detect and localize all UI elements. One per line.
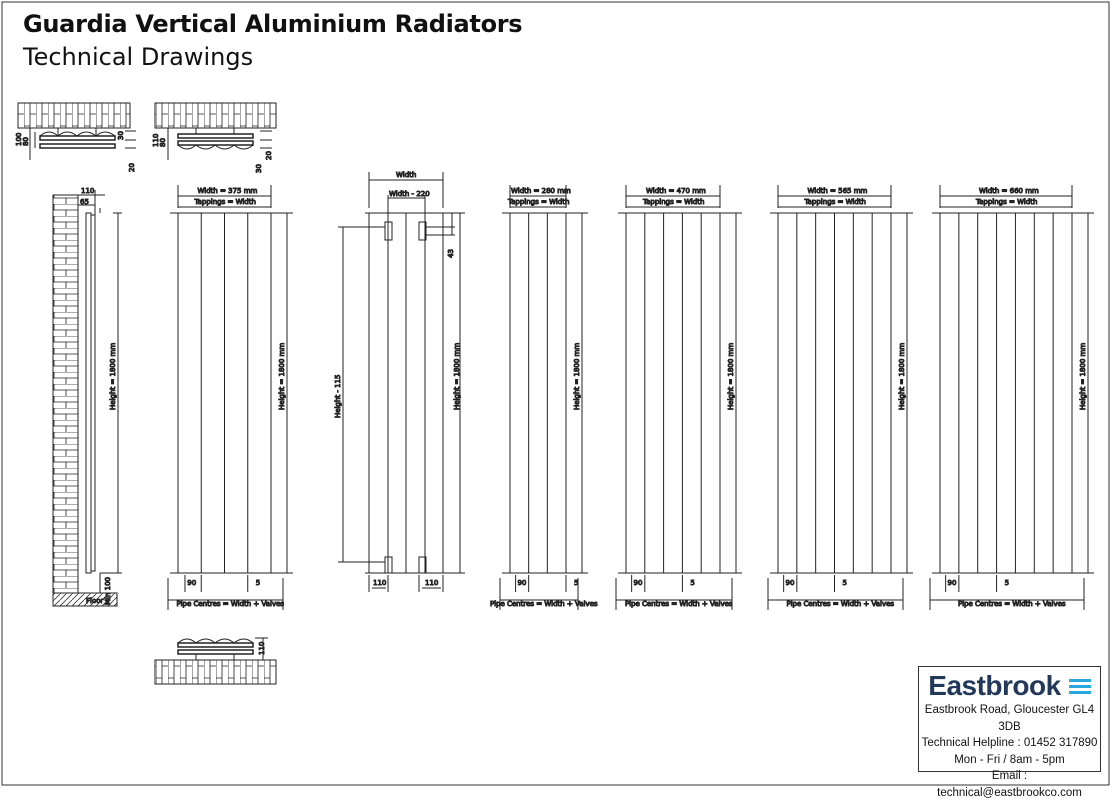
dim-pipe-centres: Pipe Centres = Width + Valves <box>787 600 895 608</box>
dim-width: Width <box>396 171 416 179</box>
side-view: 110 65 Height = 1800 mm Min 100 Floor <box>52 187 122 607</box>
generic-radiator-view: Width Width - 220 43 Height - 115 Height… <box>334 171 465 592</box>
dim-height: Height = 1800 mm <box>573 343 581 410</box>
dim-pipe-centres: Pipe Centres = Width + Valves <box>625 600 733 608</box>
dim-tappings: Tappings = Width <box>507 198 569 206</box>
width-dimension-line <box>625 185 721 208</box>
wall-bricks <box>154 659 277 685</box>
dim-depth: 110 <box>258 642 266 655</box>
page-title: Guardia Vertical Aluminium Radiators <box>23 10 523 38</box>
dim-min-floor: Min 100 <box>104 577 112 605</box>
dim-width: Width = 660 mm <box>979 187 1039 195</box>
technical-helpline: Technical Helpline : 01452 317890 <box>921 737 1098 749</box>
dim-tappings: Tappings = Width <box>642 198 704 206</box>
bottom-dimension-line <box>945 575 998 592</box>
bottom-dimension-line <box>184 575 249 592</box>
radiator-2: Width = 280 mm Tappings = Width Height = 1… <box>490 185 598 610</box>
bottom-dimension-line <box>631 575 683 592</box>
dim-column-gap: 5 <box>256 579 260 587</box>
dim-depth: 110 <box>152 134 160 147</box>
dim-pipe-centres: Pipe Centres = Width + Valves <box>490 600 598 608</box>
width-dimension-line <box>777 185 892 208</box>
dim-tap-offset: 43 <box>447 249 455 258</box>
pipe-centres-line <box>929 578 1085 610</box>
dim-column-gap: 5 <box>843 579 847 587</box>
page-subtitle: Technical Drawings <box>23 43 254 71</box>
sheet-border <box>1 1 1110 786</box>
width-dimension-line <box>177 185 272 208</box>
radiator-elevations: Width = 375 mm Tappings = Width Height = 1… <box>167 185 1094 610</box>
dim-height-tap: Height - 115 <box>334 375 342 418</box>
bottom-dimension-line <box>515 575 567 592</box>
pipe-centres-line <box>167 578 284 610</box>
dim-pipe-centres: Pipe Centres = Width + Valves <box>177 600 285 608</box>
floor-label: Floor <box>86 597 104 605</box>
dim-width: Width = 375 mm <box>198 187 258 195</box>
dim-pipe-centres: Pipe Centres = Width + Valves <box>958 600 1066 608</box>
dim-offset: 30 <box>117 131 125 140</box>
floor-hatch <box>52 592 118 607</box>
dim-depth: 100 <box>15 133 23 146</box>
dim-offset: 30 <box>255 164 263 173</box>
radiator-5: Width = 660 mm Tappings = Width Height = 1… <box>929 185 1094 610</box>
dim-right-offset: 110 <box>425 579 438 587</box>
radiator-1: Width = 375 mm Tappings = Width Height = 1… <box>167 185 293 610</box>
plan-view-floor-mounted: 110 80 20 30 <box>152 102 277 174</box>
width-dimension-line <box>509 185 567 208</box>
dim-width: Width = 280 mm <box>511 187 571 195</box>
dim-height: Height = 1800 mm <box>1079 343 1087 410</box>
dim-column-gap: 5 <box>690 579 694 587</box>
bottom-dimension-line <box>783 575 835 592</box>
pipe-centres-line <box>615 578 733 610</box>
dim-height: Height = 1800 mm <box>278 343 286 410</box>
dim-tapping-spacing: Width - 220 <box>389 190 430 198</box>
dim-height: Height = 1800 mm <box>727 343 735 410</box>
wall-bricks <box>154 102 277 129</box>
dim-column-width: 90 <box>786 579 795 587</box>
contact-email[interactable]: Email : technical@eastbrookco.com <box>937 770 1082 799</box>
dim-offset: 65 <box>80 198 89 206</box>
dim-gap: 20 <box>128 163 136 172</box>
dim-height: Height = 1800 mm <box>453 343 461 410</box>
company-info-box: Eastbrook Eastbrook Road, Gloucester GL4… <box>918 666 1101 799</box>
dim-tappings: Tappings = Width <box>975 198 1037 206</box>
plan-view-bottom: 110 <box>154 637 277 685</box>
wall-bricks <box>17 102 131 129</box>
dim-body: 80 <box>159 138 167 147</box>
dim-left-offset: 110 <box>373 579 386 587</box>
dim-column-gap: 5 <box>574 579 578 587</box>
company-address: Eastbrook Road, Gloucester GL4 3DB <box>924 704 1095 733</box>
width-dimension-line <box>939 185 1073 208</box>
dim-column-width: 90 <box>517 579 526 587</box>
dim-width: Width = 470 mm <box>646 187 706 195</box>
dim-tappings: Tappings = Width <box>804 198 866 206</box>
waves-icon <box>1068 676 1091 697</box>
opening-hours: Mon - Fri / 8am - 5pm <box>954 753 1065 766</box>
dim-height: Height = 1800 mm <box>898 343 906 410</box>
logo-wordmark: Eastbrook <box>928 670 1061 701</box>
dim-depth: 110 <box>81 187 94 195</box>
dim-column-width: 90 <box>187 579 196 587</box>
dim-gap: 20 <box>265 151 273 160</box>
wall-bricks <box>52 194 79 594</box>
dim-column-gap: 5 <box>1005 579 1009 587</box>
pipe-centres-line <box>499 578 579 610</box>
dim-tappings: Tappings = Width <box>194 198 256 206</box>
dim-height: Height = 1800 mm <box>109 343 117 410</box>
company-logo: Eastbrook <box>919 670 1100 702</box>
plan-view-wall-mounted: 100 80 30 20 <box>15 102 137 173</box>
dim-column-width: 90 <box>948 579 957 587</box>
radiator-4: Width = 565 mm Tappings = Width Height = 1… <box>767 185 913 610</box>
dim-column-width: 90 <box>634 579 643 587</box>
radiator-3: Width = 470 mm Tappings = Width Height = 1… <box>615 185 742 610</box>
pipe-centres-line <box>767 578 904 610</box>
dim-width: Width = 565 mm <box>808 187 868 195</box>
dim-body: 80 <box>22 137 30 146</box>
